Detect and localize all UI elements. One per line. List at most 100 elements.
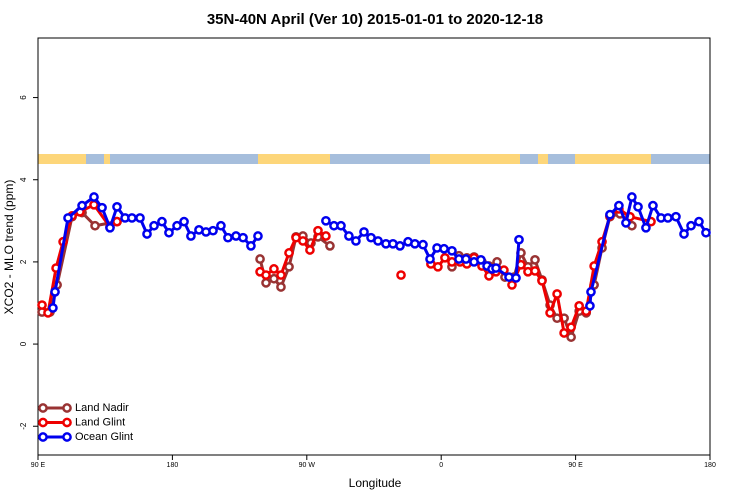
data-point — [586, 287, 596, 297]
x-tick-label: 180 — [167, 462, 179, 469]
x-tick-label: 180 — [704, 462, 716, 469]
data-point — [559, 328, 569, 338]
data-point — [552, 289, 562, 299]
data-point — [514, 234, 524, 245]
data-point — [37, 300, 47, 310]
x-tick-label: 90 W — [299, 462, 316, 469]
data-point — [476, 255, 486, 265]
data-point — [208, 225, 218, 236]
legend-marker — [38, 432, 48, 442]
data-point — [135, 213, 145, 223]
data-point — [359, 227, 369, 237]
data-point — [149, 220, 159, 231]
data-point — [395, 241, 405, 251]
data-point — [105, 222, 115, 233]
legend-marker — [38, 403, 48, 413]
land-band — [104, 154, 110, 164]
data-point — [511, 273, 521, 283]
chart-title: 35N-40N April (Ver 10) 2015-01-01 to 202… — [207, 11, 543, 28]
x-axis-label: Longitude — [349, 476, 402, 490]
data-point — [648, 200, 658, 211]
data-point — [530, 266, 540, 276]
data-point — [507, 280, 517, 290]
data-point — [351, 236, 361, 246]
data-point — [344, 231, 354, 241]
data-point — [269, 264, 279, 274]
y-tick-label: 6 — [19, 95, 28, 100]
land-band — [538, 154, 548, 164]
data-point — [157, 216, 167, 227]
plot-frame — [37, 37, 711, 456]
data-point — [321, 231, 331, 241]
x-tick-label: 90 E — [568, 462, 583, 469]
data-point — [246, 241, 256, 251]
data-point — [325, 241, 335, 251]
data-point — [701, 227, 711, 238]
x-tick-label: 90 E — [31, 462, 46, 469]
data-point — [633, 202, 643, 212]
legend: Land Nadir Land Glint Ocean Glint — [38, 402, 133, 443]
data-point — [663, 213, 673, 223]
data-point — [574, 301, 585, 311]
data-point — [621, 218, 631, 228]
legend-label: Ocean Glint — [75, 431, 133, 443]
data-point — [433, 261, 443, 272]
data-point — [461, 254, 471, 264]
y-axis-label: XCO2 - MLO trend (ppm) — [2, 180, 16, 315]
y-tick-label: 0 — [19, 341, 28, 346]
series-line — [42, 211, 633, 339]
data-point — [216, 220, 226, 231]
data-point — [537, 275, 547, 286]
data-point — [585, 301, 595, 311]
series-line — [40, 203, 652, 335]
data-point — [179, 216, 189, 227]
legend-marker — [62, 403, 72, 413]
data-point — [418, 239, 428, 250]
data-point — [396, 270, 406, 280]
data-point — [425, 254, 435, 264]
legend-label: Land Glint — [75, 416, 125, 428]
data-point — [627, 192, 637, 202]
data-point — [298, 236, 308, 246]
legend-marker — [38, 417, 48, 428]
data-point — [545, 308, 555, 318]
data-point — [269, 273, 279, 284]
data-point — [223, 232, 233, 243]
data-point — [255, 254, 265, 264]
y-tick-label: 2 — [19, 259, 28, 264]
data-point — [671, 211, 681, 222]
data-point — [172, 220, 182, 231]
data-point — [48, 303, 58, 313]
x-tick-label: 0 — [439, 462, 443, 469]
data-point — [566, 332, 576, 342]
data-point — [313, 225, 323, 236]
data-point — [77, 200, 87, 211]
data-point — [261, 270, 271, 280]
data-point — [373, 236, 383, 246]
data-point — [440, 252, 450, 263]
data-point — [410, 238, 420, 249]
data-point — [284, 248, 294, 258]
y-tick-label: -2 — [19, 422, 28, 430]
ocean-band — [38, 154, 710, 164]
land-band — [575, 154, 651, 164]
data-point — [605, 209, 615, 220]
map-strip — [38, 154, 710, 164]
data-point — [97, 202, 107, 213]
data-point — [50, 287, 60, 297]
data-point — [694, 216, 704, 227]
data-point — [142, 229, 152, 239]
y-tick-label: 4 — [19, 177, 28, 182]
data-point — [276, 270, 286, 280]
data-point — [238, 232, 248, 243]
data-point — [641, 222, 651, 233]
legend-label: Land Nadir — [75, 402, 129, 414]
data-point — [164, 227, 174, 238]
data-point — [186, 231, 196, 241]
data-point — [127, 213, 137, 223]
legend-marker — [62, 417, 72, 428]
data-point — [530, 255, 540, 265]
data-point — [439, 243, 449, 254]
data-point — [276, 282, 286, 292]
